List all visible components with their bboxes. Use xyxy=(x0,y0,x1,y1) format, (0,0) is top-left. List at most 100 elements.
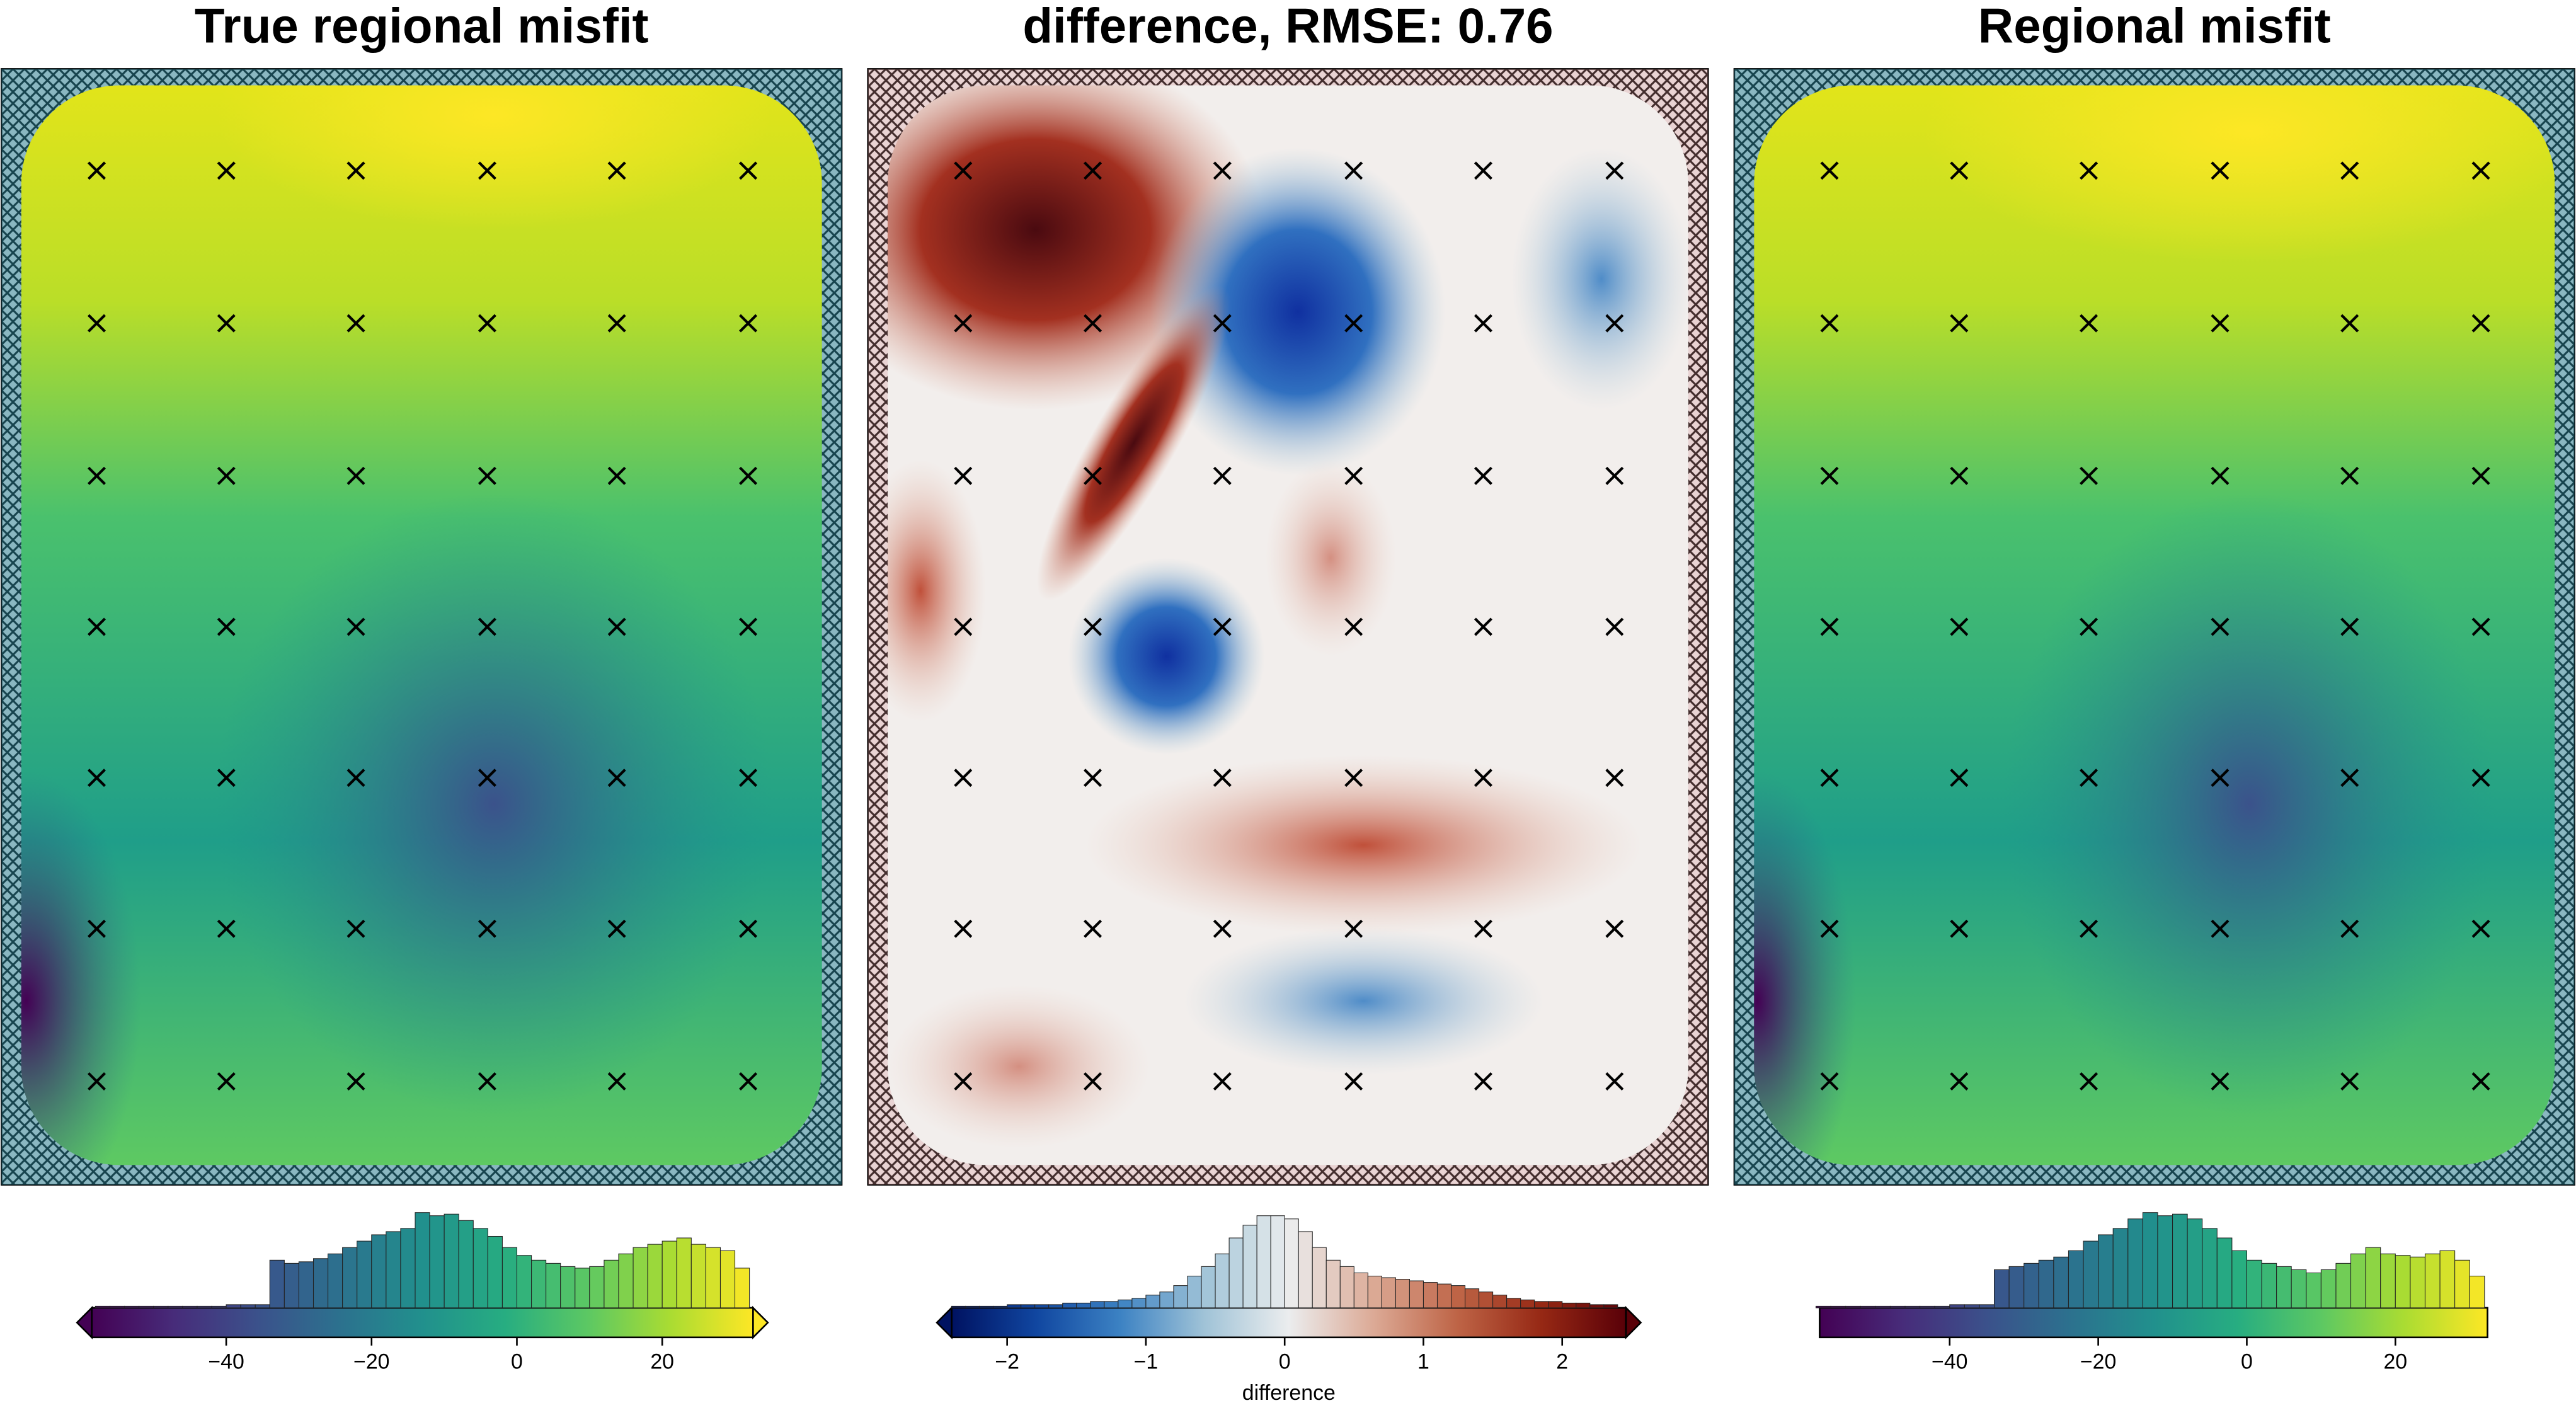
marker xyxy=(1474,919,1492,938)
histogram-bar xyxy=(1201,1266,1216,1309)
marker xyxy=(2211,617,2230,636)
histogram-bar xyxy=(197,1305,212,1309)
histogram-bar xyxy=(429,1215,445,1309)
marker xyxy=(954,769,973,787)
histogram-bar xyxy=(735,1268,750,1309)
histogram-bar xyxy=(2469,1275,2485,1309)
marker xyxy=(346,161,365,180)
histogram-bar xyxy=(1436,1283,1452,1309)
histogram-bar xyxy=(516,1255,532,1309)
histogram-bar xyxy=(1173,1285,1188,1309)
histogram-bar xyxy=(2306,1272,2321,1309)
heatmap xyxy=(21,85,822,1165)
panel-title: Regional misfit xyxy=(1978,0,2331,54)
marker xyxy=(954,314,973,333)
histogram-bar xyxy=(2187,1218,2203,1309)
histogram-bar xyxy=(182,1305,198,1309)
histogram-bar xyxy=(2172,1213,2188,1309)
histogram-bar xyxy=(2291,1269,2307,1309)
marker xyxy=(1344,617,1363,636)
marker xyxy=(2340,617,2359,636)
marker xyxy=(1950,161,1969,180)
marker xyxy=(217,466,236,485)
heatmap xyxy=(1754,85,2555,1165)
marker xyxy=(1950,314,1969,333)
marker xyxy=(954,617,973,636)
marker xyxy=(478,314,496,333)
histogram-bar xyxy=(993,1305,1008,1309)
histogram-bar xyxy=(1479,1291,1494,1309)
marker xyxy=(2080,617,2098,636)
marker xyxy=(954,919,973,938)
heatmap xyxy=(887,85,1689,1165)
histogram-bar xyxy=(1506,1298,1521,1309)
histogram-bar xyxy=(1048,1304,1063,1309)
histogram-bar xyxy=(110,1305,125,1309)
histogram-bar xyxy=(1242,1225,1257,1309)
histogram-bar xyxy=(2350,1253,2366,1309)
histogram-bar xyxy=(226,1304,241,1309)
marker xyxy=(2471,769,2490,787)
marker xyxy=(739,919,758,938)
histogram-bar xyxy=(501,1247,518,1309)
histogram-bar xyxy=(328,1253,343,1309)
histogram-bar xyxy=(444,1213,459,1309)
histogram-bar xyxy=(1284,1218,1299,1309)
marker xyxy=(1474,617,1492,636)
marker xyxy=(346,314,365,333)
marker xyxy=(1820,314,1839,333)
marker xyxy=(217,769,236,787)
marker xyxy=(1605,769,1624,787)
histogram-bar xyxy=(633,1247,648,1309)
marker xyxy=(1474,1072,1492,1091)
marker xyxy=(607,617,626,636)
colorbar-extend xyxy=(1625,1305,1642,1339)
marker xyxy=(478,161,496,180)
marker xyxy=(2080,1072,2098,1091)
histogram-bar xyxy=(1395,1279,1410,1309)
histogram-bar xyxy=(1920,1305,1935,1309)
histogram-bar xyxy=(676,1237,692,1309)
marker xyxy=(88,919,106,938)
histogram-bar xyxy=(618,1253,634,1309)
histogram-bar xyxy=(1845,1305,1861,1309)
histogram-bar xyxy=(2216,1237,2233,1309)
tick-label: 20 xyxy=(2383,1349,2407,1373)
marker xyxy=(1084,919,1102,938)
marker xyxy=(1474,314,1492,333)
histogram-bar xyxy=(705,1247,721,1309)
panel-title: difference, RMSE: 0.76 xyxy=(1022,0,1553,54)
marker xyxy=(1084,769,1102,787)
marker xyxy=(1213,314,1232,333)
marker xyxy=(1820,919,1839,938)
histogram-bar xyxy=(1104,1301,1119,1309)
histogram-bar xyxy=(2380,1253,2396,1309)
marker xyxy=(88,161,106,180)
marker xyxy=(607,466,626,485)
marker xyxy=(1605,466,1624,485)
histogram-bar xyxy=(661,1240,677,1309)
marker xyxy=(1084,161,1102,180)
histogram-bar xyxy=(1062,1302,1077,1309)
histogram-bar xyxy=(647,1244,663,1309)
colorbar-extend xyxy=(76,1305,93,1339)
histogram-bar xyxy=(1118,1299,1133,1309)
marker xyxy=(88,466,106,485)
colorbar-extend xyxy=(936,1305,953,1339)
colorbar-label: difference xyxy=(1242,1381,1336,1403)
histogram-bar xyxy=(1603,1304,1618,1309)
marker xyxy=(1474,466,1492,485)
marker xyxy=(1950,919,1969,938)
marker xyxy=(346,1072,365,1091)
histogram-bar xyxy=(2276,1266,2292,1309)
histogram-bar xyxy=(269,1259,285,1309)
histogram-bar xyxy=(1875,1305,1891,1309)
marker xyxy=(2080,769,2098,787)
histogram-bar xyxy=(255,1304,270,1309)
histogram-bar xyxy=(2320,1269,2337,1309)
marker xyxy=(1213,769,1232,787)
histogram-bar xyxy=(1860,1305,1876,1309)
marker xyxy=(2080,314,2098,333)
histogram-bar xyxy=(1889,1305,1906,1309)
